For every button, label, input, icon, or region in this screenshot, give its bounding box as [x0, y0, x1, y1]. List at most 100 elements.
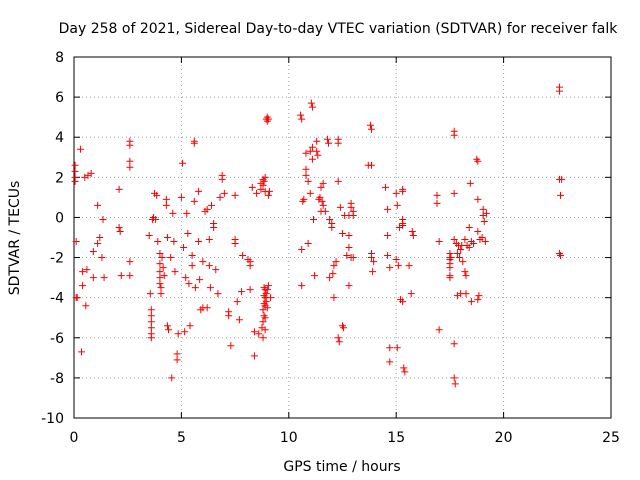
data-point [450, 340, 458, 348]
data-point [165, 326, 173, 334]
y-axis-label: SDTVAR / TECUs [7, 181, 23, 296]
data-point [433, 199, 441, 207]
data-point [308, 103, 316, 111]
x-tick-label: 20 [495, 430, 513, 446]
data-point [82, 302, 90, 310]
data-point [210, 223, 218, 231]
data-point [405, 262, 413, 270]
data-point [334, 139, 342, 147]
data-point [450, 131, 458, 139]
data-point [162, 195, 170, 203]
data-point [76, 145, 84, 153]
y-tick-label: 2 [55, 170, 64, 186]
data-point [302, 165, 310, 173]
data-point [474, 157, 482, 165]
data-point [100, 274, 108, 282]
data-point [99, 215, 107, 223]
data-point [156, 280, 164, 288]
data-point [326, 274, 334, 282]
data-point [446, 264, 454, 272]
data-point [78, 348, 86, 356]
data-point [262, 298, 270, 306]
data-point [206, 284, 214, 292]
data-point [393, 344, 401, 352]
data-point [250, 328, 258, 336]
data-point [557, 191, 565, 199]
data-point [126, 272, 134, 280]
y-tick-label: 4 [55, 130, 64, 146]
data-point [181, 328, 189, 336]
data-point [191, 284, 199, 292]
data-point [71, 167, 79, 175]
data-point [310, 215, 318, 223]
data-point [177, 193, 185, 201]
data-point [71, 177, 79, 185]
data-point [297, 111, 305, 119]
data-point [298, 246, 306, 254]
data-point [474, 195, 482, 203]
data-point [384, 231, 392, 239]
x-tick-label: 15 [387, 430, 405, 446]
data-point [330, 262, 338, 270]
data-point [474, 227, 482, 235]
data-point [401, 368, 409, 376]
data-point [231, 240, 239, 248]
data-point [220, 189, 228, 197]
data-point [465, 223, 473, 231]
data-point [367, 161, 375, 169]
data-point [394, 262, 402, 270]
data-point [152, 215, 160, 223]
y-tick-label: -4 [50, 291, 64, 307]
data-point [433, 191, 441, 199]
data-point [195, 187, 203, 195]
x-tick-label: 5 [177, 430, 186, 446]
data-point [321, 207, 329, 215]
data-point [298, 115, 306, 123]
data-point [227, 342, 235, 350]
data-point [557, 252, 565, 260]
data-point [408, 227, 416, 235]
data-point [461, 236, 469, 244]
data-point [246, 262, 254, 270]
data-point [265, 187, 273, 195]
data-point [319, 179, 327, 187]
data-point [183, 209, 191, 217]
data-point [154, 238, 162, 246]
y-tick-label: 0 [55, 210, 64, 226]
y-tick-label: -10 [41, 411, 64, 427]
data-point [250, 352, 258, 360]
data-point [115, 223, 123, 231]
data-point [334, 177, 342, 185]
data-point [392, 189, 400, 197]
data-point [461, 268, 469, 276]
data-point [306, 189, 314, 197]
data-point [332, 258, 340, 266]
data-point [188, 252, 196, 260]
data-point [555, 87, 563, 95]
data-point [205, 236, 213, 244]
data-point [203, 304, 211, 312]
data-point [158, 254, 166, 262]
x-axis-label: GPS time / hours [283, 459, 400, 475]
data-point [190, 197, 198, 205]
data-point [450, 236, 458, 244]
data-point [306, 147, 314, 155]
data-point [345, 231, 353, 239]
data-point [205, 262, 213, 270]
data-point [407, 290, 415, 298]
data-point [343, 252, 351, 260]
data-point [264, 282, 272, 290]
data-point [233, 298, 241, 306]
data-point [349, 211, 357, 219]
data-point [186, 322, 194, 330]
data-point [384, 205, 392, 213]
data-point [393, 201, 401, 209]
data-point [212, 266, 220, 274]
data-point [316, 193, 324, 201]
data-point [304, 177, 312, 185]
data-point [479, 205, 487, 213]
data-point [392, 256, 400, 264]
x-tick-labels: 0 5 10 15 20 25 [70, 430, 620, 446]
data-point [456, 254, 464, 262]
